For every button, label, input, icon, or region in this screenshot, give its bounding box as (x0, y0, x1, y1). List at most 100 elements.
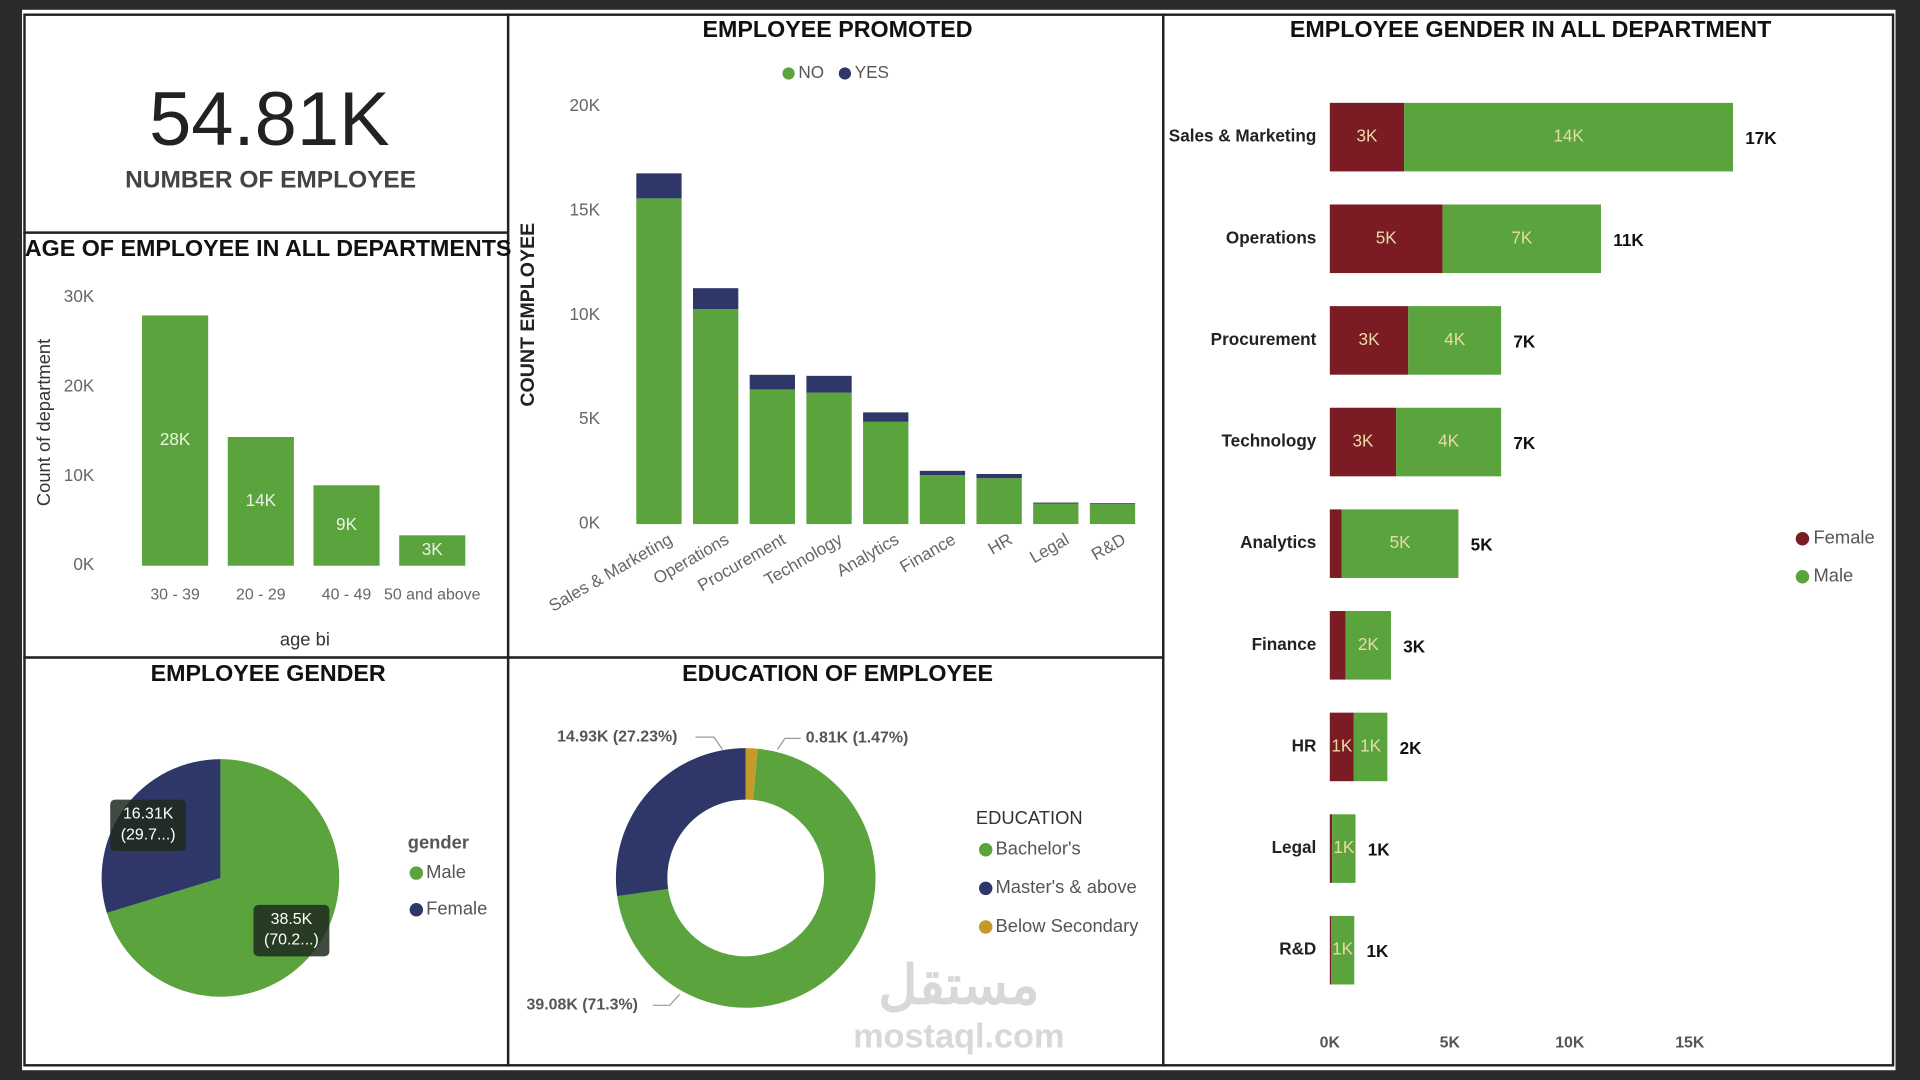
data-label: 38.5K (271, 911, 313, 928)
bar-segment (1329, 915, 1331, 985)
chart-title: EDUCATION OF EMPLOYEE (682, 660, 993, 686)
bar-segment (693, 288, 739, 310)
data-label: 3K (1357, 126, 1379, 146)
y-tick-label: Technology (1221, 431, 1316, 451)
legend-marker (838, 67, 852, 80)
legend-label: Male (426, 861, 466, 882)
data-label: 5K (1376, 227, 1398, 247)
bar-segment (976, 478, 1022, 525)
x-tick-label: 30 - 39 (150, 586, 200, 603)
total-label: 11K (1613, 230, 1644, 250)
label-box (110, 799, 187, 852)
bar (313, 485, 380, 566)
data-label: 3K (422, 539, 444, 559)
promoted-panel (506, 13, 1165, 659)
y-tick-label: 5K (579, 408, 601, 428)
bar-segment (1408, 306, 1502, 375)
donut-slice (617, 748, 876, 1008)
bar-segment (976, 473, 1022, 479)
total-label: 2K (1400, 738, 1423, 758)
y-tick-label: 20K (64, 375, 95, 395)
data-label: 39.08K (71.3%) (527, 997, 638, 1014)
total-label: 17K (1745, 128, 1777, 148)
y-tick-label: 20K (570, 95, 601, 115)
bar-segment (919, 470, 966, 476)
y-tick-label: 10K (570, 304, 601, 324)
data-label: 0.81K (1.47%) (806, 730, 909, 747)
bar-segment (806, 392, 852, 525)
data-label: 1K (1331, 735, 1353, 755)
bar-segment (1329, 407, 1397, 477)
y-axis-label: COUNT EMPLOYEE (517, 223, 539, 407)
legend-label: Bachelor's (996, 838, 1081, 859)
y-tick-label: R&D (1279, 939, 1316, 959)
bar-segment (1332, 814, 1356, 883)
y-tick-label: Legal (1272, 837, 1317, 857)
bar (142, 315, 209, 566)
data-label: 3K (1352, 431, 1374, 451)
y-tick-label: 30K (64, 286, 95, 306)
bar-segment (1329, 814, 1333, 883)
percent-label: (29.7...) (121, 826, 176, 843)
watermark: مستقل (878, 956, 1039, 1016)
bar-segment (1329, 611, 1346, 680)
data-label: 28K (160, 429, 191, 449)
bar-segment (919, 475, 966, 525)
x-tick-label: 10K (1555, 1034, 1585, 1051)
total-label: 1K (1367, 941, 1390, 961)
y-tick-label: 10K (64, 465, 95, 485)
bar-segment (1033, 502, 1079, 504)
kpi-caption: NUMBER OF EMPLOYEE (125, 167, 416, 194)
data-label: 7K (1511, 227, 1533, 247)
bar-segment (1329, 306, 1409, 375)
legend-label: Female (1813, 527, 1874, 548)
bar-segment (1341, 509, 1459, 578)
legend-label: YES (855, 62, 889, 82)
x-tick-label: 5K (1440, 1034, 1461, 1051)
data-label: 14K (1553, 126, 1584, 146)
legend-title: gender (408, 832, 469, 853)
chart-title: EMPLOYEE GENDER (151, 660, 386, 686)
bar-segment (749, 389, 795, 525)
data-label: 16.31K (123, 805, 174, 822)
bar-segment (636, 173, 682, 199)
total-label: 7K (1513, 433, 1536, 453)
legend-marker (409, 903, 424, 917)
leader-line (777, 737, 801, 750)
chart-title: EMPLOYEE PROMOTED (703, 16, 973, 42)
data-label: 1K (1332, 939, 1354, 959)
bar-segment (1329, 509, 1342, 578)
department-panel (1162, 13, 1895, 1067)
total-label: 5K (1471, 535, 1494, 555)
legend-marker (1795, 570, 1810, 584)
data-label: 1K (1360, 735, 1382, 755)
bar-segment (1329, 712, 1354, 782)
legend-marker (782, 67, 795, 80)
data-label: 1K (1333, 837, 1355, 857)
bar-segment (863, 412, 909, 422)
bar-segment (1345, 611, 1391, 680)
bar-segment (1329, 102, 1405, 172)
watermark: mostaql.com (853, 1017, 1064, 1055)
data-label: 4K (1438, 431, 1460, 451)
total-label: 7K (1513, 331, 1536, 351)
bar-segment (636, 198, 682, 525)
bar-segment (1033, 503, 1079, 525)
data-label: 9K (336, 514, 358, 534)
y-tick-label: Operations (1226, 227, 1316, 247)
bar (227, 436, 294, 566)
bar-segment (1404, 102, 1733, 172)
bar-segment (1329, 204, 1443, 274)
legend-label: Master's & above (996, 876, 1137, 897)
x-tick-label: 40 - 49 (322, 586, 372, 603)
data-label: 14.93K (27.23%) (557, 728, 677, 745)
total-label: 1K (1368, 840, 1391, 860)
bar (399, 535, 466, 566)
y-tick-label: 15K (570, 199, 601, 219)
kpi-value: 54.81K (149, 77, 390, 162)
data-label: 2K (1358, 634, 1380, 654)
bar-segment (1353, 712, 1388, 782)
legend-marker (1795, 532, 1810, 546)
